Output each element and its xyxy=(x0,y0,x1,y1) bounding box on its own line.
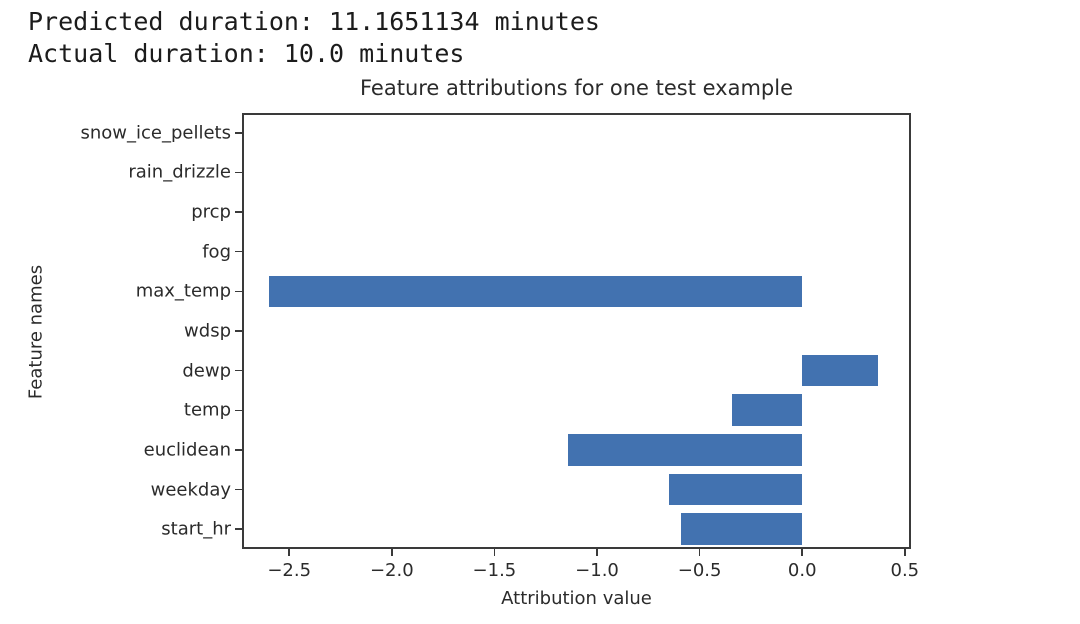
x-tick-mark xyxy=(904,549,906,556)
y-tick-label-weekday: weekday xyxy=(150,479,231,501)
y-tick-mark xyxy=(235,290,242,293)
x-tick-label-−2.0: −2.0 xyxy=(369,560,414,581)
bar-weekday xyxy=(668,473,803,506)
y-tick-label-fog: fog xyxy=(202,241,231,263)
y-tick-mark xyxy=(235,330,242,332)
x-tick-label-−1.5: −1.5 xyxy=(472,560,517,581)
x-tick-mark xyxy=(596,549,598,556)
bar-start_hr xyxy=(681,513,803,546)
y-tick-label-prcp: prcp xyxy=(191,201,231,223)
y-tick-label-euclidean: euclidean xyxy=(143,439,231,461)
bar-temp xyxy=(732,394,803,427)
y-tick-mark xyxy=(235,171,242,174)
predicted-duration-line: Predicted duration: 11.1651134 minutes xyxy=(28,7,600,36)
plot-area xyxy=(242,113,911,549)
x-tick-mark xyxy=(801,549,803,556)
x-tick-mark xyxy=(391,549,393,556)
bar-max_temp xyxy=(268,275,803,308)
y-tick-mark xyxy=(235,369,242,372)
x-tick-label-−1.0: −1.0 xyxy=(575,560,619,581)
y-tick-mark xyxy=(235,528,242,530)
duration-text: Predicted duration: 11.1651134 minutes Ac… xyxy=(28,6,600,70)
y-tick-label-rain_drizzle: rain_drizzle xyxy=(128,161,231,183)
x-tick-label-−2.5: −2.5 xyxy=(267,560,312,581)
y-tick-label-wdsp: wdsp xyxy=(184,320,231,342)
y-tick-label-dewp: dewp xyxy=(182,360,231,382)
y-axis-label: Feature names xyxy=(25,264,47,400)
y-tick-mark xyxy=(235,211,242,213)
y-tick-mark xyxy=(235,449,242,451)
x-tick-mark xyxy=(698,549,701,556)
y-tick-label-max_temp: max_temp xyxy=(135,280,231,302)
y-tick-label-temp: temp xyxy=(183,399,231,421)
x-tick-label-0.5: 0.5 xyxy=(890,560,920,581)
x-tick-mark xyxy=(493,549,496,556)
y-tick-label-start_hr: start_hr xyxy=(161,518,231,540)
y-tick-mark xyxy=(235,488,242,491)
x-tick-mark xyxy=(288,549,290,556)
y-tick-label-snow_ice_pellets: snow_ice_pellets xyxy=(80,122,231,144)
x-tick-label-0.0: 0.0 xyxy=(787,560,817,581)
x-axis-label: Attribution value xyxy=(501,588,652,609)
bar-dewp xyxy=(802,354,879,387)
bar-euclidean xyxy=(568,434,803,466)
chart-title: Feature attributions for one test exampl… xyxy=(359,76,793,100)
y-tick-mark xyxy=(235,250,242,253)
actual-duration-line: Actual duration: 10.0 minutes xyxy=(28,39,465,68)
y-tick-mark xyxy=(235,132,242,134)
y-tick-mark xyxy=(235,409,242,412)
x-tick-label-−0.5: −0.5 xyxy=(677,560,722,581)
